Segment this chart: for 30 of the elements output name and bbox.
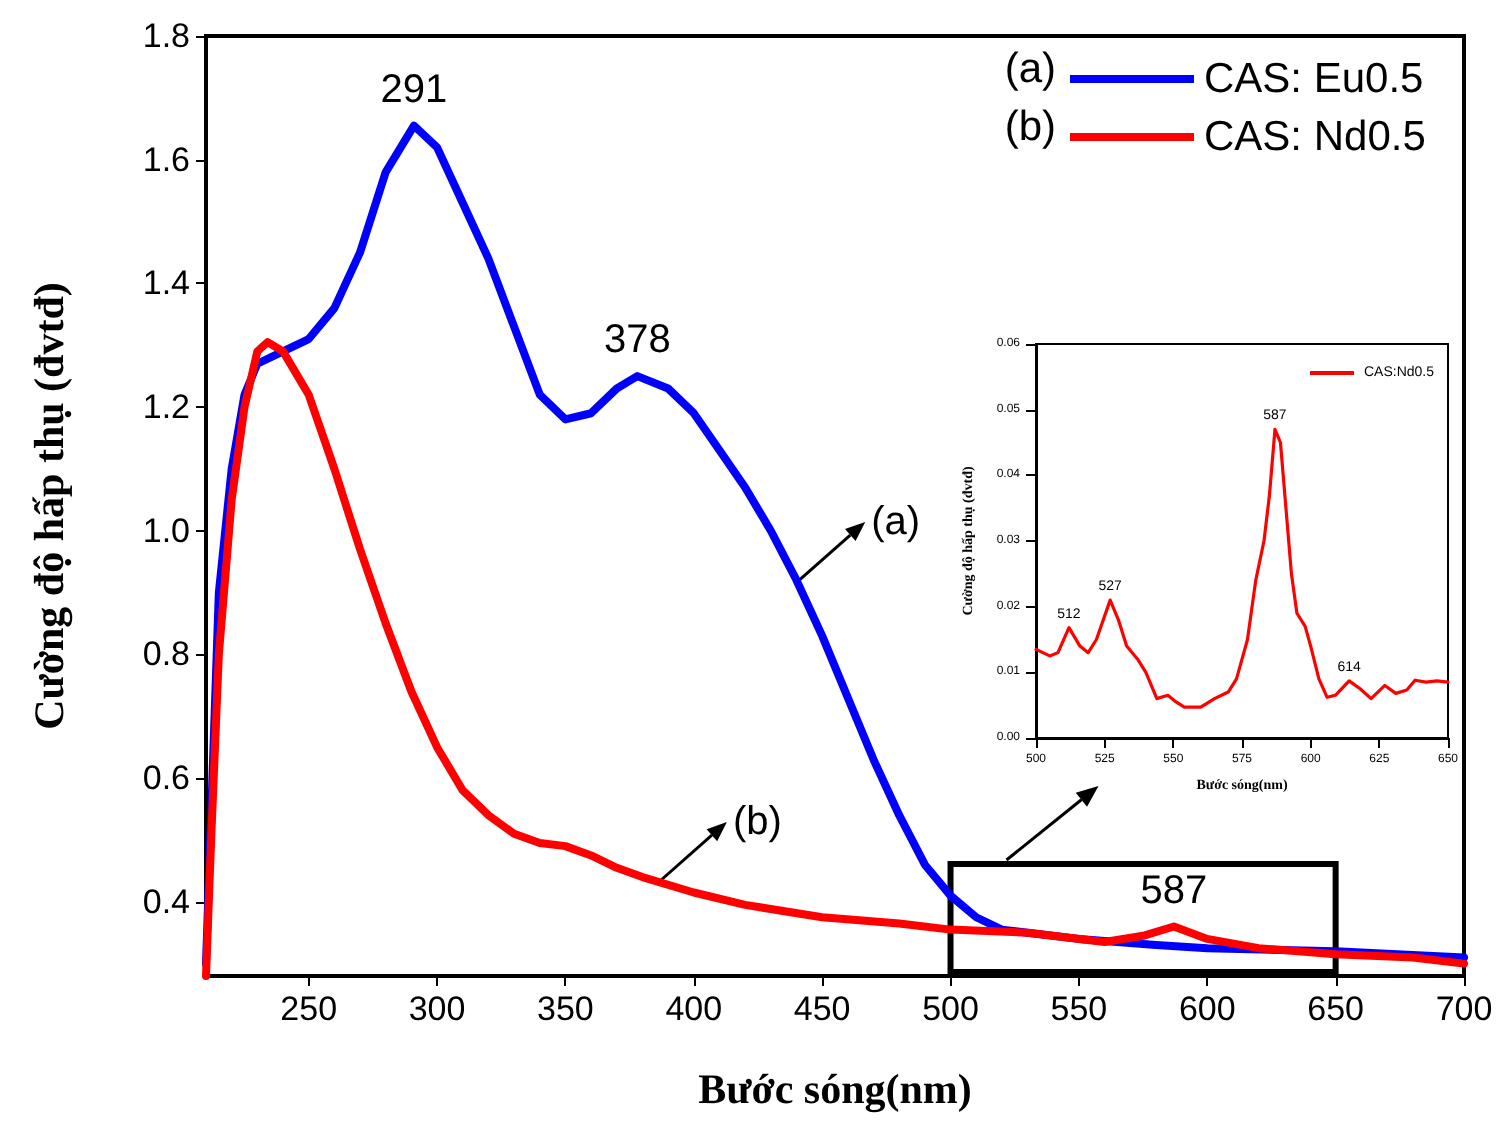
x-tick-label: 550: [1050, 990, 1108, 1028]
legend-label: CAS: Nd0.5: [1204, 114, 1426, 160]
x-tick-label: 700: [1435, 990, 1493, 1028]
x-tick-label: 400: [665, 990, 723, 1028]
y-tick-label: 1.4: [142, 264, 190, 303]
x-tick-label: 300: [408, 990, 466, 1028]
x-tick-label: 600: [1178, 990, 1236, 1028]
annotation: 291: [380, 67, 448, 112]
y-tick-label: 1.6: [142, 140, 190, 179]
legend-label: CAS: Eu0.5: [1204, 56, 1424, 102]
annotation: 378: [603, 318, 671, 363]
y-axis-title: Cường độ hấp thụ (đvtđ): [25, 282, 73, 730]
x-tick-label: 650: [1307, 990, 1365, 1028]
line-series: [1034, 427, 1450, 709]
y-tick-label: 1.8: [142, 17, 190, 55]
annotation: (b): [1004, 104, 1056, 150]
x-tick-label: 350: [537, 990, 594, 1028]
x-tick-label: 500: [922, 990, 979, 1028]
y-tick-label: 0.4: [142, 882, 190, 921]
y-tick-label: 0.8: [142, 635, 190, 674]
annotation: (a): [1004, 46, 1056, 92]
x-axis-title: Bước sóng(nm): [698, 1065, 972, 1113]
y-tick-label: 1.0: [142, 511, 190, 550]
annotation: 587: [1140, 868, 1208, 913]
x-tick-label: 250: [280, 990, 338, 1028]
annotation: (a): [871, 499, 921, 544]
y-tick-label: 1.2: [142, 388, 190, 427]
x-tick-label: 450: [793, 990, 851, 1028]
annotation: (b): [732, 800, 782, 844]
y-tick-label: 0.6: [142, 759, 190, 798]
